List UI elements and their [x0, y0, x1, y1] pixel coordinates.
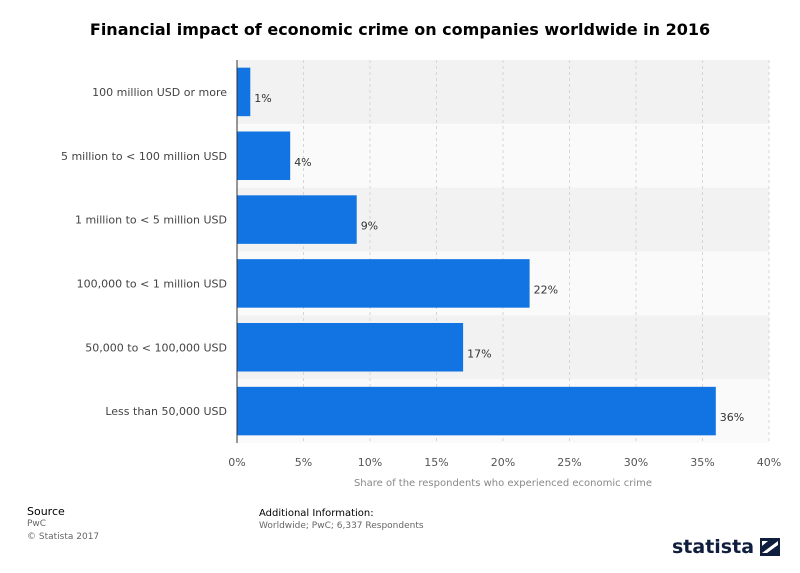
- category-label: 1 million to < 5 million USD: [75, 214, 227, 227]
- source-heading: Source: [27, 505, 65, 518]
- bar-chart: 1% 100 million USD or more 4% 5 million to …: [61, 60, 781, 489]
- category-label: 5 million to < 100 million USD: [61, 150, 227, 163]
- value-label: 1%: [254, 92, 271, 105]
- x-tick-label: 25%: [557, 456, 581, 469]
- additional-info-heading: Additional Information:: [259, 508, 374, 519]
- value-label: 22%: [534, 283, 558, 296]
- x-axis-title: Share of the respondents who experienced…: [354, 478, 652, 489]
- copyright: © Statista 2017: [27, 532, 100, 542]
- value-label: 17%: [467, 347, 491, 360]
- bar[interactable]: [237, 386, 716, 436]
- statista-flag-icon: [760, 538, 781, 556]
- x-tick-label: 10%: [358, 456, 382, 469]
- chart-title: Financial impact of economic crime on co…: [89, 20, 711, 39]
- statista-logo[interactable]: statista: [672, 536, 781, 558]
- category-label: Less than 50,000 USD: [105, 405, 227, 418]
- x-tick-label: 20%: [491, 456, 515, 469]
- category-label: 100 million USD or more: [92, 86, 227, 99]
- value-label: 36%: [720, 411, 744, 424]
- x-tick-label: 0%: [228, 456, 245, 469]
- brand-name: statista: [672, 536, 755, 558]
- value-label: 9%: [361, 220, 378, 233]
- bar[interactable]: [237, 131, 291, 181]
- bar[interactable]: [237, 67, 251, 117]
- category-label: 50,000 to < 100,000 USD: [85, 341, 227, 354]
- source-name[interactable]: PwC: [27, 519, 47, 529]
- x-tick-label: 15%: [424, 456, 448, 469]
- x-tick-label: 30%: [624, 456, 648, 469]
- bar[interactable]: [237, 322, 464, 372]
- x-tick-label: 5%: [295, 456, 312, 469]
- category-label: 100,000 to < 1 million USD: [77, 277, 227, 290]
- x-tick-label: 40%: [757, 456, 781, 469]
- bar[interactable]: [237, 259, 530, 308]
- x-tick-label: 35%: [690, 456, 714, 469]
- additional-info-text: Worldwide; PwC; 6,337 Respondents: [259, 521, 424, 531]
- bar[interactable]: [237, 195, 357, 244]
- value-label: 4%: [294, 156, 311, 169]
